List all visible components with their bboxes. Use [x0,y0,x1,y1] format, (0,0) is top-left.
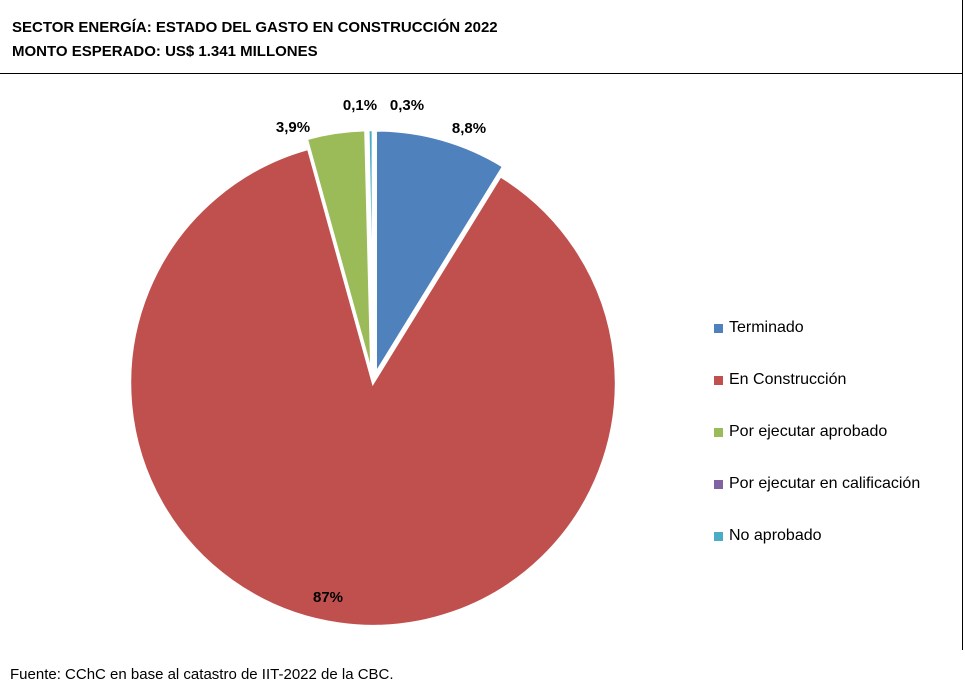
data-label-en-construcci-n: 87% [313,589,343,606]
legend-swatch [714,375,723,385]
chart-area: 8,8% 87% 3,9% 0,1% 0,3% Terminado En Construc… [0,74,963,650]
legend-swatch [714,479,723,489]
chart-title: SECTOR ENERGÍA: ESTADO DEL GASTO EN CONS… [12,19,498,36]
legend-label: Por ejecutar en calificación [729,475,921,492]
legend-item: Terminado [714,318,804,338]
data-label-no-aprobado: 0,3% [390,97,424,114]
legend-label: No aprobado [729,527,822,544]
data-label-por-ejecutar-aprobado: 3,9% [276,119,310,136]
chart-subtitle: MONTO ESPERADO: US$ 1.341 MILLONES [12,43,318,60]
pie-slice-por-ejecutar-aprobado [305,128,373,374]
pie-slice-terminado [374,129,505,378]
legend-label: Por ejecutar aprobado [729,423,888,440]
data-label-por-ejecutar-en-calificaci-n: 0,1% [343,97,377,114]
legend-item: No aprobado [714,526,822,546]
pie-slice-en-construcci-n [128,147,618,628]
data-label-terminado: 8,8% [452,120,486,137]
legend-item: Por ejecutar aprobado [714,422,887,442]
pie-slice-no-aprobado [367,128,375,374]
chart-header: SECTOR ENERGÍA: ESTADO DEL GASTO EN CONS… [0,0,963,74]
legend-label: En Construcción [729,371,847,388]
legend-item: Por ejecutar en calificación [714,474,920,494]
legend-swatch [714,323,723,333]
pie-chart: 8,8% 87% 3,9% 0,1% 0,3% [128,97,618,628]
legend-swatch [714,531,723,541]
legend-swatch [714,427,723,437]
source-note: Fuente: CChC en base al catastro de IIT-… [10,666,394,683]
legend-label: Terminado [729,319,804,336]
legend-item: En Construcción [714,370,846,390]
